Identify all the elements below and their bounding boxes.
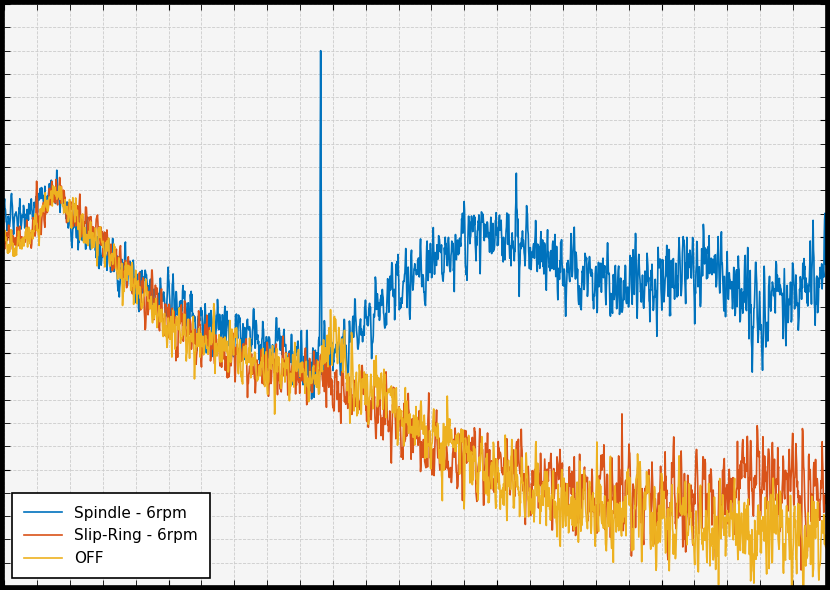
Slip-Ring - 6rpm bbox=[55, 174, 65, 181]
Line: OFF: OFF bbox=[4, 186, 826, 590]
Slip-Ring - 6rpm bbox=[647, 503, 657, 510]
OFF bbox=[48, 182, 58, 189]
Slip-Ring - 6rpm bbox=[798, 428, 808, 435]
OFF bbox=[797, 535, 807, 542]
Spindle - 6rpm bbox=[798, 284, 808, 291]
Slip-Ring - 6rpm bbox=[796, 566, 806, 573]
OFF bbox=[378, 388, 388, 395]
Slip-Ring - 6rpm bbox=[42, 202, 51, 209]
Spindle - 6rpm bbox=[0, 199, 9, 206]
Slip-Ring - 6rpm bbox=[0, 241, 9, 248]
Spindle - 6rpm bbox=[399, 271, 409, 278]
Slip-Ring - 6rpm bbox=[821, 499, 830, 506]
Slip-Ring - 6rpm bbox=[378, 414, 388, 421]
OFF bbox=[647, 510, 657, 517]
Spindle - 6rpm bbox=[378, 291, 388, 299]
Spindle - 6rpm bbox=[798, 260, 808, 267]
Spindle - 6rpm bbox=[647, 261, 657, 268]
Spindle - 6rpm bbox=[315, 47, 325, 54]
Line: Spindle - 6rpm: Spindle - 6rpm bbox=[4, 51, 826, 399]
OFF bbox=[0, 238, 9, 245]
Spindle - 6rpm bbox=[42, 208, 51, 215]
Spindle - 6rpm bbox=[821, 261, 830, 268]
OFF bbox=[798, 546, 808, 553]
OFF bbox=[821, 544, 830, 551]
Legend: Spindle - 6rpm, Slip-Ring - 6rpm, OFF: Spindle - 6rpm, Slip-Ring - 6rpm, OFF bbox=[12, 493, 211, 578]
OFF bbox=[42, 201, 51, 208]
Spindle - 6rpm bbox=[306, 395, 316, 402]
OFF bbox=[399, 442, 409, 450]
Line: Slip-Ring - 6rpm: Slip-Ring - 6rpm bbox=[4, 178, 826, 570]
Slip-Ring - 6rpm bbox=[399, 400, 409, 407]
Slip-Ring - 6rpm bbox=[798, 425, 808, 432]
